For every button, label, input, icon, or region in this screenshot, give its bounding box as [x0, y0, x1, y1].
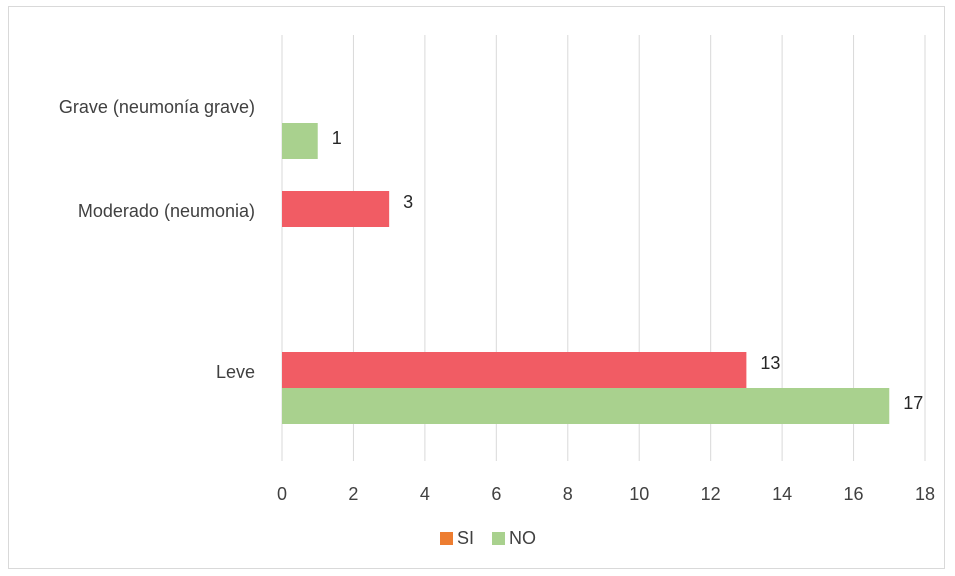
y-axis-category-labels: Grave (neumonía grave) Moderado (neumonia… — [59, 97, 255, 382]
category-label: Grave (neumonía grave) — [59, 97, 255, 117]
legend-label-no: NO — [509, 528, 536, 548]
category-label: Leve — [216, 362, 255, 382]
bar-no — [282, 123, 318, 159]
legend-swatch-si — [440, 532, 453, 545]
x-tick-label: 6 — [491, 484, 501, 504]
data-label: 1 — [332, 128, 342, 148]
x-tick-label: 14 — [772, 484, 792, 504]
legend: SI NO — [440, 528, 536, 548]
bar-no — [282, 388, 890, 424]
data-label: 13 — [760, 353, 780, 373]
data-label: 17 — [903, 393, 923, 413]
bar-si — [282, 191, 390, 227]
x-tick-label: 0 — [277, 484, 287, 504]
x-tick-label: 2 — [348, 484, 358, 504]
x-axis-tick-labels: 0 2 4 6 8 10 12 14 16 18 — [277, 484, 935, 504]
x-tick-label: 4 — [420, 484, 430, 504]
x-tick-label: 18 — [915, 484, 935, 504]
legend-label-si: SI — [457, 528, 474, 548]
legend-swatch-no — [492, 532, 505, 545]
bar-si — [282, 352, 747, 388]
x-tick-label: 10 — [629, 484, 649, 504]
chart-frame — [8, 6, 945, 569]
x-tick-label: 12 — [701, 484, 721, 504]
x-tick-label: 8 — [563, 484, 573, 504]
x-tick-label: 16 — [844, 484, 864, 504]
bars — [282, 123, 890, 424]
data-label: 3 — [403, 192, 413, 212]
category-label: Moderado (neumonia) — [78, 201, 255, 221]
